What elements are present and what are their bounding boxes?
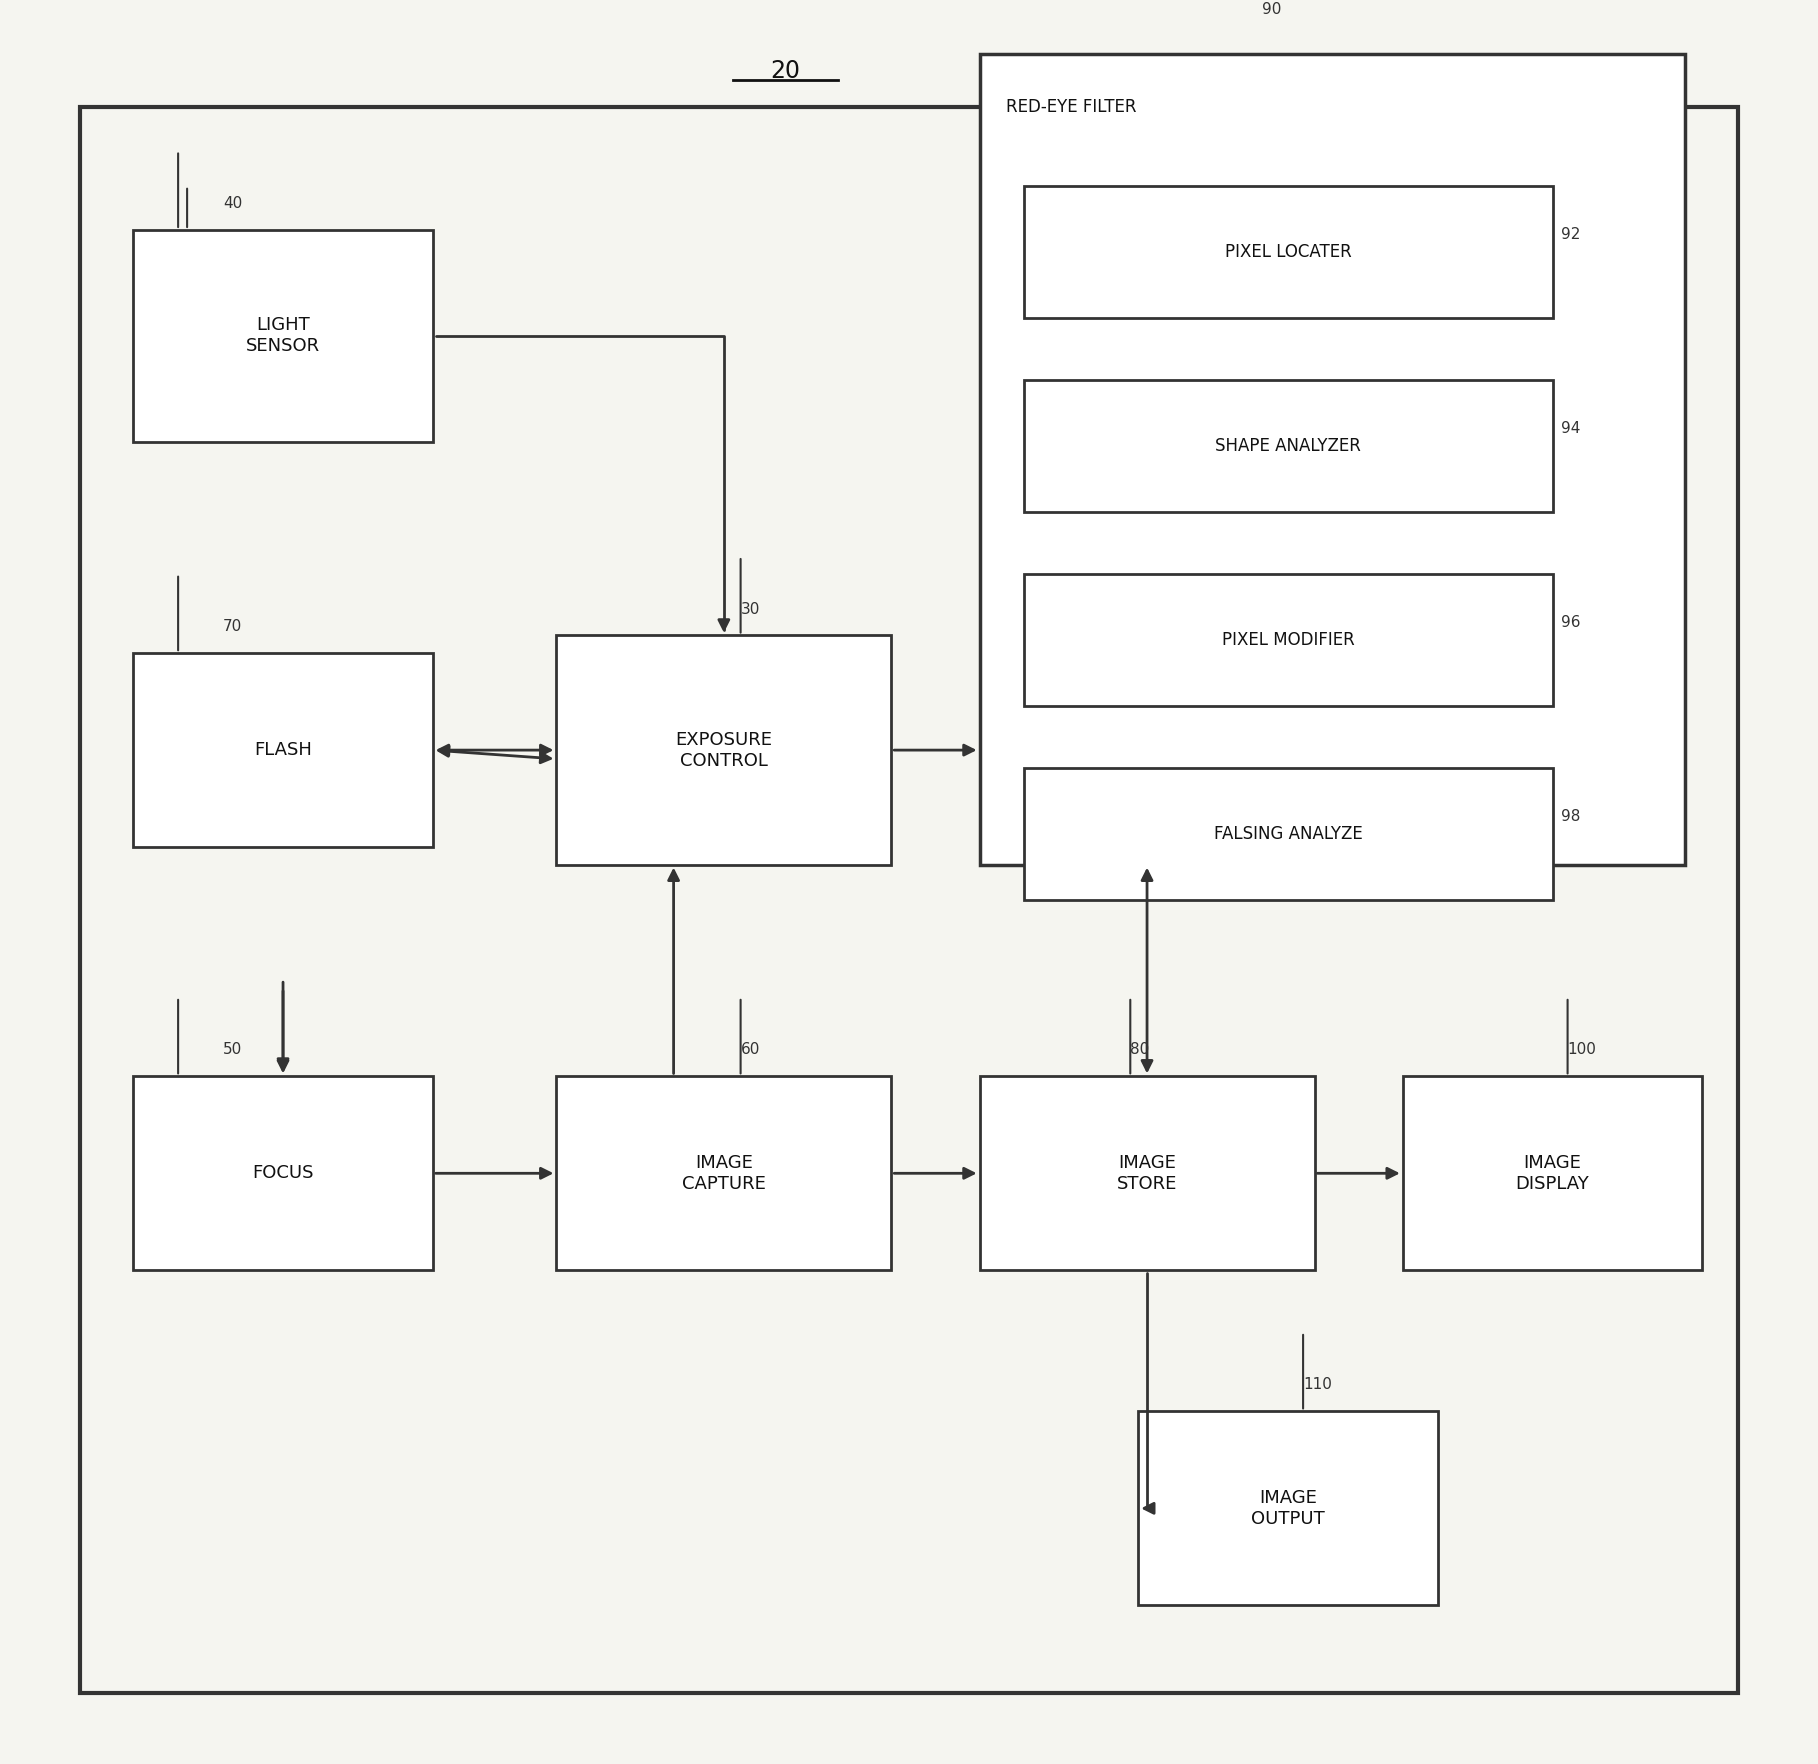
FancyBboxPatch shape [133,229,433,441]
FancyBboxPatch shape [980,1076,1314,1270]
Text: FALSING ANALYZE: FALSING ANALYZE [1214,826,1362,843]
Text: 80: 80 [1131,1043,1149,1057]
Text: 98: 98 [1562,808,1582,824]
FancyBboxPatch shape [1138,1411,1438,1605]
Text: 94: 94 [1562,422,1582,436]
FancyBboxPatch shape [1024,379,1553,512]
Text: 96: 96 [1562,616,1582,630]
Text: 20: 20 [771,60,800,83]
Text: 50: 50 [224,1043,242,1057]
Text: 30: 30 [740,602,760,617]
Text: 92: 92 [1562,228,1582,242]
Text: IMAGE
OUTPUT: IMAGE OUTPUT [1251,1489,1325,1528]
Text: FLASH: FLASH [255,741,313,759]
Text: RED-EYE FILTER: RED-EYE FILTER [1005,97,1136,116]
Text: 70: 70 [224,619,242,635]
FancyBboxPatch shape [133,1076,433,1270]
Text: 40: 40 [224,196,242,212]
FancyBboxPatch shape [1024,573,1553,706]
Text: 100: 100 [1567,1043,1596,1057]
Text: PIXEL MODIFIER: PIXEL MODIFIER [1222,632,1354,649]
FancyBboxPatch shape [133,653,433,847]
Text: 110: 110 [1304,1378,1333,1392]
Text: 90: 90 [1262,2,1282,18]
Text: 60: 60 [740,1043,760,1057]
FancyBboxPatch shape [556,1076,891,1270]
FancyBboxPatch shape [80,106,1738,1693]
Text: FOCUS: FOCUS [253,1164,315,1182]
Text: EXPOSURE
CONTROL: EXPOSURE CONTROL [674,730,773,769]
Text: PIXEL LOCATER: PIXEL LOCATER [1225,243,1351,261]
Text: SHAPE ANALYZER: SHAPE ANALYZER [1214,437,1362,455]
Text: IMAGE
STORE: IMAGE STORE [1116,1154,1178,1192]
FancyBboxPatch shape [1024,185,1553,318]
FancyBboxPatch shape [1024,767,1553,900]
FancyBboxPatch shape [980,53,1685,864]
Text: IMAGE
CAPTURE: IMAGE CAPTURE [682,1154,765,1192]
FancyBboxPatch shape [1403,1076,1702,1270]
Text: LIGHT
SENSOR: LIGHT SENSOR [245,316,320,355]
Text: IMAGE
DISPLAY: IMAGE DISPLAY [1516,1154,1589,1192]
FancyBboxPatch shape [556,635,891,864]
